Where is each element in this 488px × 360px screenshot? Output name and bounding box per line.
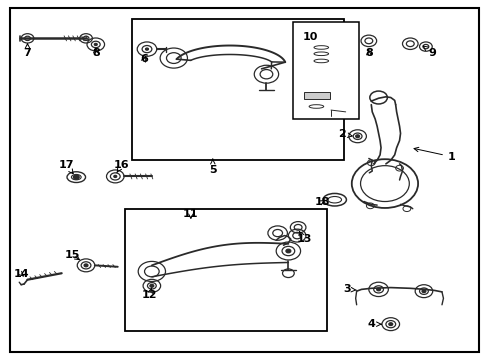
Text: 12: 12: [142, 288, 157, 301]
Text: 1: 1: [413, 147, 455, 162]
Bar: [132, 19, 344, 160]
Text: 2: 2: [338, 129, 351, 139]
Text: 5: 5: [208, 159, 216, 175]
Circle shape: [376, 288, 380, 291]
Text: 9: 9: [422, 46, 435, 58]
Text: 6: 6: [141, 54, 148, 64]
Circle shape: [73, 175, 79, 179]
Bar: [125, 209, 327, 330]
Circle shape: [145, 48, 148, 50]
Text: 13: 13: [296, 231, 311, 244]
Text: 10: 10: [302, 32, 317, 41]
Circle shape: [150, 284, 154, 287]
Text: 18: 18: [314, 197, 329, 207]
Text: 14: 14: [13, 269, 29, 279]
Text: 8: 8: [364, 48, 372, 58]
Circle shape: [94, 43, 97, 45]
Circle shape: [84, 264, 88, 267]
Text: 17: 17: [59, 160, 74, 174]
Circle shape: [421, 290, 425, 293]
Circle shape: [388, 323, 392, 325]
Text: 8: 8: [92, 48, 100, 58]
Circle shape: [285, 249, 290, 253]
Text: 11: 11: [183, 209, 198, 219]
Text: 3: 3: [343, 284, 356, 294]
Text: 4: 4: [366, 319, 380, 329]
Bar: [304, 92, 329, 99]
Bar: [293, 22, 358, 119]
Circle shape: [114, 175, 117, 177]
Text: 16: 16: [114, 160, 129, 173]
Circle shape: [355, 135, 359, 138]
Text: 7: 7: [23, 44, 31, 58]
Text: 15: 15: [65, 250, 81, 260]
